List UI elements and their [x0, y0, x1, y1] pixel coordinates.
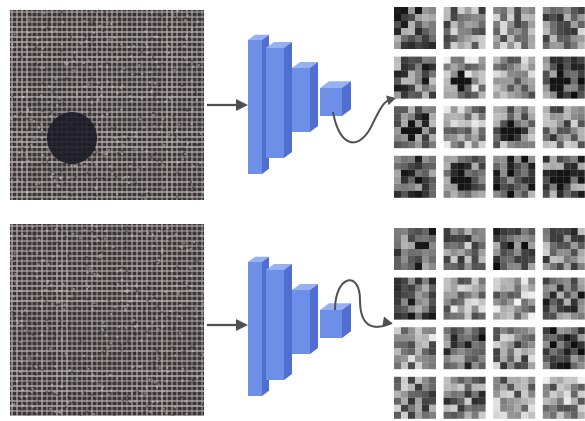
feature-map-tile: [394, 377, 436, 419]
feature-map-tile: [493, 377, 535, 419]
feature-map-tile: [444, 278, 486, 320]
feature-map-tile: [444, 377, 486, 419]
feature-map-grid: [394, 228, 585, 421]
feature-map-tile: [394, 228, 436, 270]
feature-map-tile: [543, 327, 585, 369]
feature-map-tile: [394, 327, 436, 369]
feature-map-tile: [493, 278, 535, 320]
feature-map-tile: [543, 228, 585, 270]
feature-map-tile: [543, 377, 585, 419]
feature-map-tile: [444, 228, 486, 270]
feature-map-tile: [493, 327, 535, 369]
feature-map-tile: [543, 278, 585, 320]
feature-map-tile: [493, 228, 535, 270]
feature-map-tile: [394, 278, 436, 320]
feature-map-tile: [444, 327, 486, 369]
